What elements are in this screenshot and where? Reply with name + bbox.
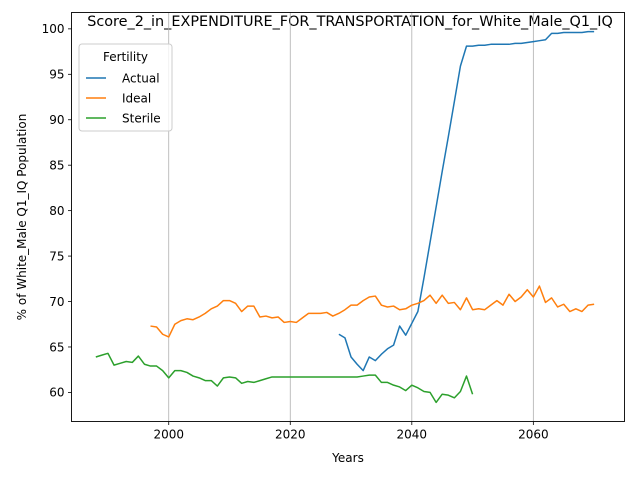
y-tick-label: 95 <box>49 68 64 82</box>
y-tick-label: 60 <box>49 386 64 400</box>
chart-title: Score_2_in_EXPENDITURE_FOR_TRANSPORTATIO… <box>87 14 613 30</box>
y-tick-label: 100 <box>42 22 65 36</box>
y-tick-label: 70 <box>49 295 64 309</box>
legend-label-ideal: Ideal <box>122 91 151 105</box>
plot-frame <box>71 12 625 422</box>
y-axis-ticks: 60 65 70 75 80 85 90 95 100 <box>42 22 72 400</box>
legend-items: Actual Ideal Sterile <box>86 71 161 125</box>
legend-title: Fertility <box>103 50 148 64</box>
legend-box <box>78 43 173 132</box>
x-axis-ticks: 2000 2020 2040 2060 <box>153 421 549 442</box>
legend-label-sterile: Sterile <box>122 111 161 125</box>
legend-label-actual: Actual <box>122 71 160 85</box>
series-line-actual <box>338 30 595 372</box>
y-axis-label: % of White_Male Q1_IQ Population <box>15 114 29 321</box>
x-tick-label: 2040 <box>397 428 428 442</box>
grid-lines <box>168 12 534 422</box>
series-line-ideal <box>150 285 595 338</box>
x-tick-label: 2000 <box>153 428 184 442</box>
series-lines <box>95 30 595 404</box>
x-axis-label: Years <box>331 451 364 465</box>
legend: Fertility Actual Ideal Sterile <box>78 43 173 132</box>
series-line-sterile <box>95 352 474 404</box>
y-tick-label: 90 <box>49 113 64 127</box>
x-tick-label: 2020 <box>275 428 306 442</box>
x-tick-label: 2060 <box>518 428 549 442</box>
y-tick-label: 65 <box>49 340 64 354</box>
y-tick-label: 80 <box>49 204 64 218</box>
y-tick-label: 75 <box>49 249 64 263</box>
y-tick-label: 85 <box>49 158 64 172</box>
